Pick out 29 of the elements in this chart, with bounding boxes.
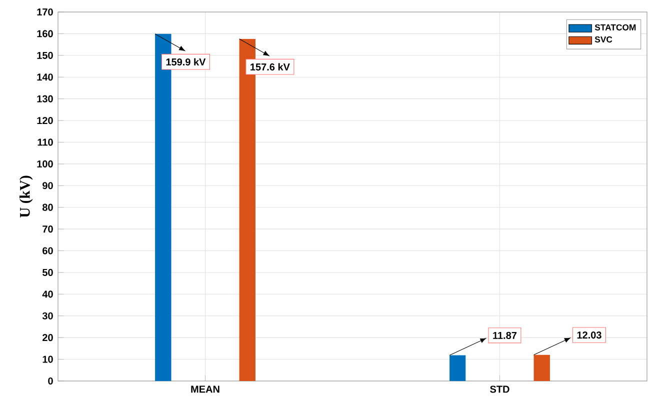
y-tick-label: 10: [42, 356, 53, 363]
data-label: 157.6 kV: [250, 63, 290, 71]
y-tick-label: 0: [48, 377, 53, 385]
x-tick-label: STD: [490, 386, 510, 393]
y-tick-label: 60: [42, 247, 53, 254]
y-tick-label: 40: [42, 290, 53, 298]
y-tick-label: 160: [37, 30, 53, 38]
bar: [450, 355, 466, 381]
legend-label: STATCOM: [594, 24, 636, 30]
bar: [534, 354, 550, 381]
y-tick-label: 100: [37, 160, 53, 168]
y-tick-label: 50: [42, 268, 53, 276]
legend-label: SVC: [594, 36, 612, 42]
y-tick-label: 130: [37, 95, 53, 102]
y-tick-label: 20: [42, 334, 53, 342]
y-tick-label: 80: [42, 204, 53, 211]
y-tick-label: 140: [37, 74, 53, 81]
y-axis-title: U (kV): [20, 176, 33, 218]
data-label: 12.03: [577, 332, 602, 339]
y-tick-label: 150: [37, 52, 53, 59]
data-label: 11.87: [493, 332, 517, 339]
y-tick-label: 170: [37, 8, 53, 16]
y-tick-label: 90: [42, 182, 53, 190]
y-tick-label: 70: [42, 226, 53, 233]
data-label: 159.9 kV: [166, 58, 206, 66]
y-tick-label: 120: [37, 116, 53, 124]
y-tick-label: 110: [38, 138, 53, 146]
x-tick-label: MEAN: [191, 386, 220, 393]
y-tick-label: 30: [42, 312, 53, 320]
